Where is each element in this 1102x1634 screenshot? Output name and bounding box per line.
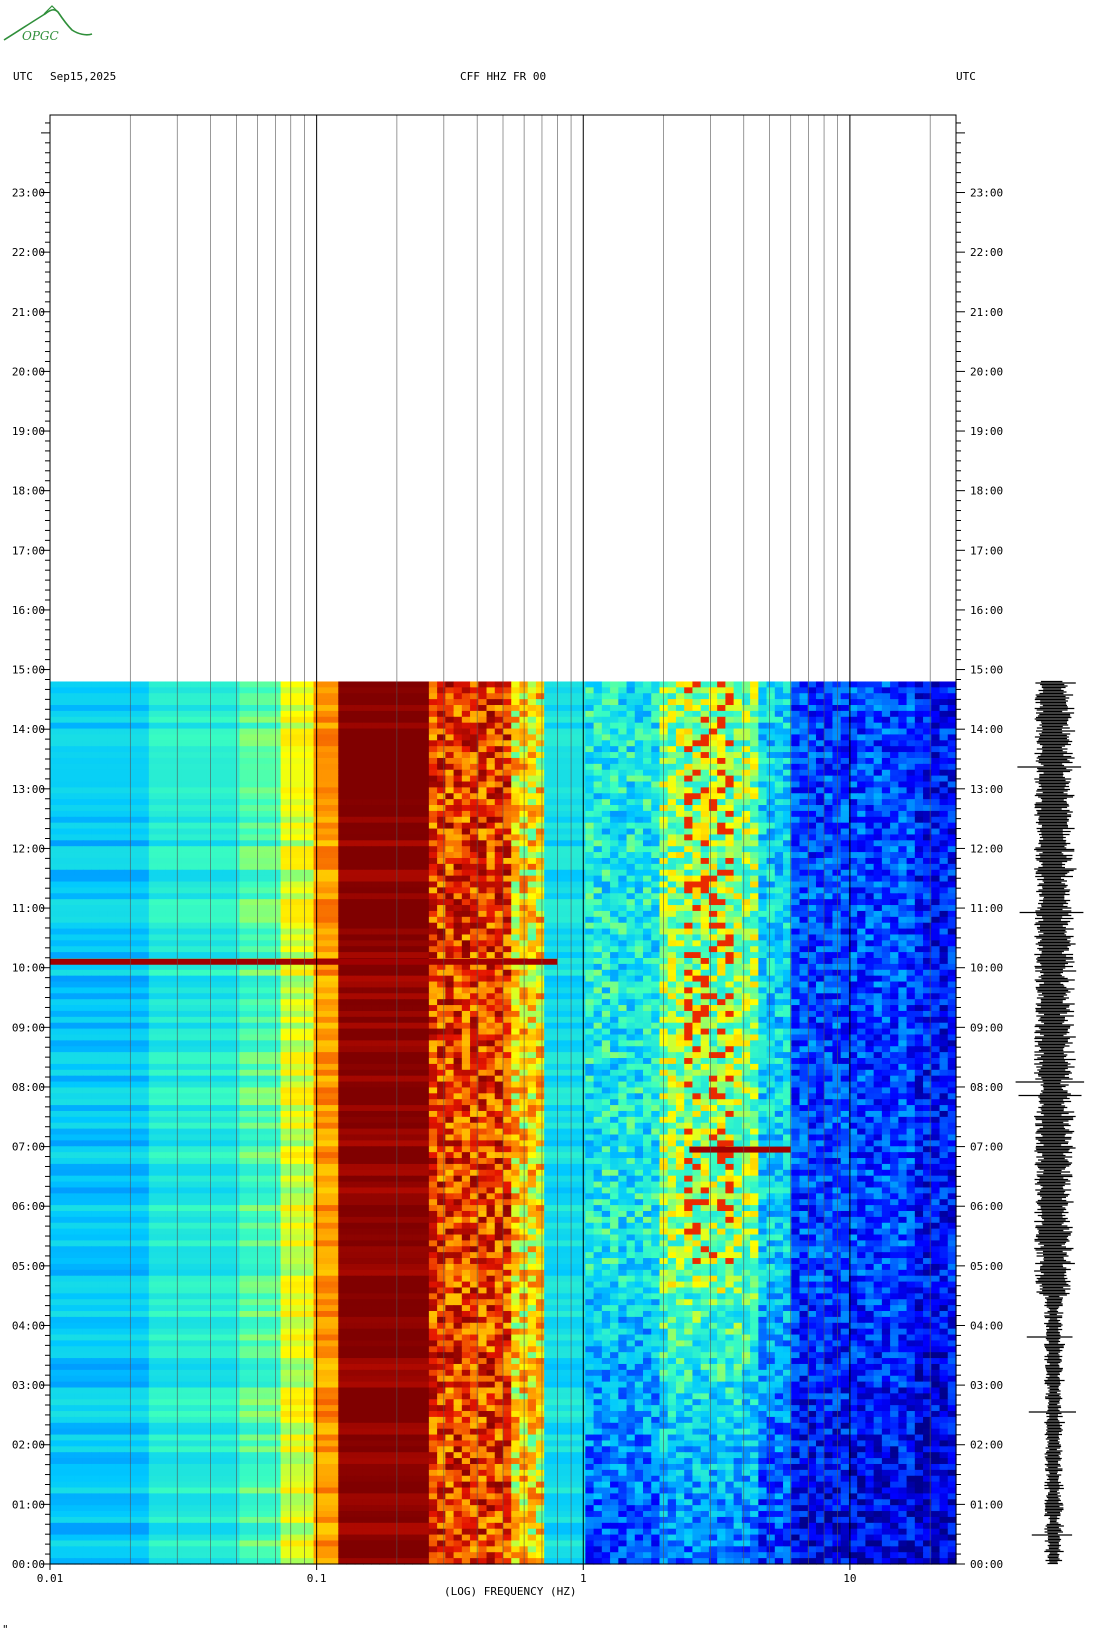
time-tick-right: 09:00 xyxy=(970,1021,1003,1034)
time-tick-left: 01:00 xyxy=(12,1498,45,1511)
time-tick-right: 06:00 xyxy=(970,1200,1003,1213)
opgc-logo: OPGC xyxy=(3,5,93,43)
time-tick-left: 17:00 xyxy=(12,544,45,557)
time-tick-right: 13:00 xyxy=(970,783,1003,796)
time-tick-left: 03:00 xyxy=(12,1379,45,1392)
time-tick-right: 14:00 xyxy=(970,723,1003,736)
frequency-axis: 0.01 0.1 1 10 xyxy=(37,1564,857,1585)
time-tick-left: 20:00 xyxy=(12,365,45,378)
time-tick-left: 09:00 xyxy=(12,1021,45,1034)
time-tick-right: 00:00 xyxy=(970,1558,1003,1571)
time-tick-left: 14:00 xyxy=(12,723,45,736)
time-tick-right: 05:00 xyxy=(970,1260,1003,1273)
time-tick-left: 16:00 xyxy=(12,604,45,617)
station-title: CFF HHZ FR 00 xyxy=(460,70,546,83)
time-tick-left: 10:00 xyxy=(12,962,45,975)
time-tick-left: 06:00 xyxy=(12,1200,45,1213)
time-tick-right: 07:00 xyxy=(970,1141,1003,1154)
frequency-grid xyxy=(49,115,931,1564)
time-tick-right: 16:00 xyxy=(970,604,1003,617)
time-tick-left: 13:00 xyxy=(12,783,45,796)
time-tick-left: 18:00 xyxy=(12,485,45,498)
time-tick-right: 12:00 xyxy=(970,842,1003,855)
spectrogram-image xyxy=(50,681,957,1565)
time-tick-left: 00:00 xyxy=(12,1558,45,1571)
x-axis-label: (LOG) FREQUENCY (HZ) xyxy=(444,1585,576,1598)
time-tick-right: 21:00 xyxy=(970,306,1003,319)
time-tick-left: 05:00 xyxy=(12,1260,45,1273)
time-tick-right: 08:00 xyxy=(970,1081,1003,1094)
time-tick-right: 11:00 xyxy=(970,902,1003,915)
time-tick-right: 19:00 xyxy=(970,425,1003,438)
time-tick-right: 15:00 xyxy=(970,664,1003,677)
time-tick-right: 22:00 xyxy=(970,246,1003,259)
time-axis: 00:00 00:00 01:00 01:00 02:00 02:00 03:00 03:00… xyxy=(12,122,1003,1571)
time-tick-right: 20:00 xyxy=(970,365,1003,378)
time-tick-left: 12:00 xyxy=(12,842,45,855)
spectral-event xyxy=(689,1146,791,1153)
date-label: Sep15,2025 xyxy=(50,70,116,83)
time-tick-right: 23:00 xyxy=(970,187,1003,200)
time-tick-left: 21:00 xyxy=(12,306,45,319)
right-timezone-label: UTC xyxy=(956,70,976,83)
time-tick-left: 02:00 xyxy=(12,1439,45,1452)
time-tick-right: 02:00 xyxy=(970,1439,1003,1452)
time-tick-left: 08:00 xyxy=(12,1081,45,1094)
plot-frame xyxy=(49,114,957,1565)
logo-text: OPGC xyxy=(22,29,59,43)
spectral-event xyxy=(50,958,558,965)
time-tick-right: 18:00 xyxy=(970,485,1003,498)
frequency-tick-label: 0.01 xyxy=(37,1572,64,1585)
time-tick-left: 23:00 xyxy=(12,187,45,200)
left-timezone-label: UTC xyxy=(13,70,33,83)
time-tick-right: 01:00 xyxy=(970,1498,1003,1511)
time-tick-right: 17:00 xyxy=(970,544,1003,557)
time-tick-right: 03:00 xyxy=(970,1379,1003,1392)
frequency-tick-label: 1 xyxy=(580,1572,587,1585)
time-tick-left: 07:00 xyxy=(12,1141,45,1154)
frequency-tick-label: 10 xyxy=(843,1572,856,1585)
seismogram-trace xyxy=(1015,680,1085,1565)
time-tick-left: 15:00 xyxy=(12,664,45,677)
time-tick-right: 04:00 xyxy=(970,1319,1003,1332)
time-tick-left: 11:00 xyxy=(12,902,45,915)
time-tick-left: 22:00 xyxy=(12,246,45,259)
time-tick-left: 04:00 xyxy=(12,1319,45,1332)
frequency-tick-label: 0.1 xyxy=(307,1572,327,1585)
time-tick-right: 10:00 xyxy=(970,962,1003,975)
footer-mark: " xyxy=(2,1623,9,1634)
time-tick-left: 19:00 xyxy=(12,425,45,438)
